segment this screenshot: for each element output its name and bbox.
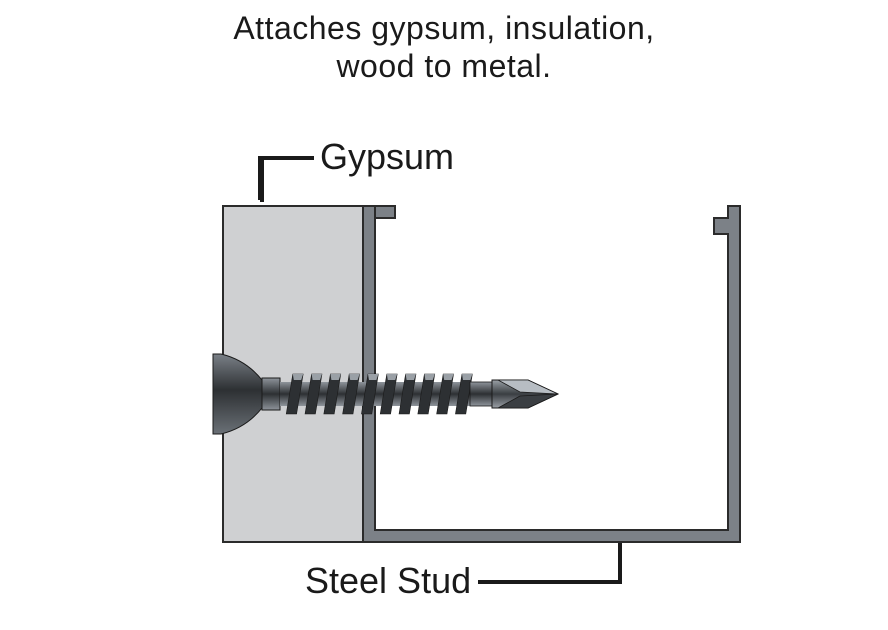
diagram-container: Attaches gypsum, insulation, wood to met… xyxy=(0,0,888,630)
screw-shank xyxy=(470,382,492,406)
callout-gypsum-line xyxy=(260,156,310,200)
screw-collar xyxy=(262,378,280,410)
callout-gypsum xyxy=(262,158,312,200)
steel-stud xyxy=(363,206,740,542)
diagram-svg xyxy=(0,0,888,630)
callout-steel-stud xyxy=(480,545,620,582)
